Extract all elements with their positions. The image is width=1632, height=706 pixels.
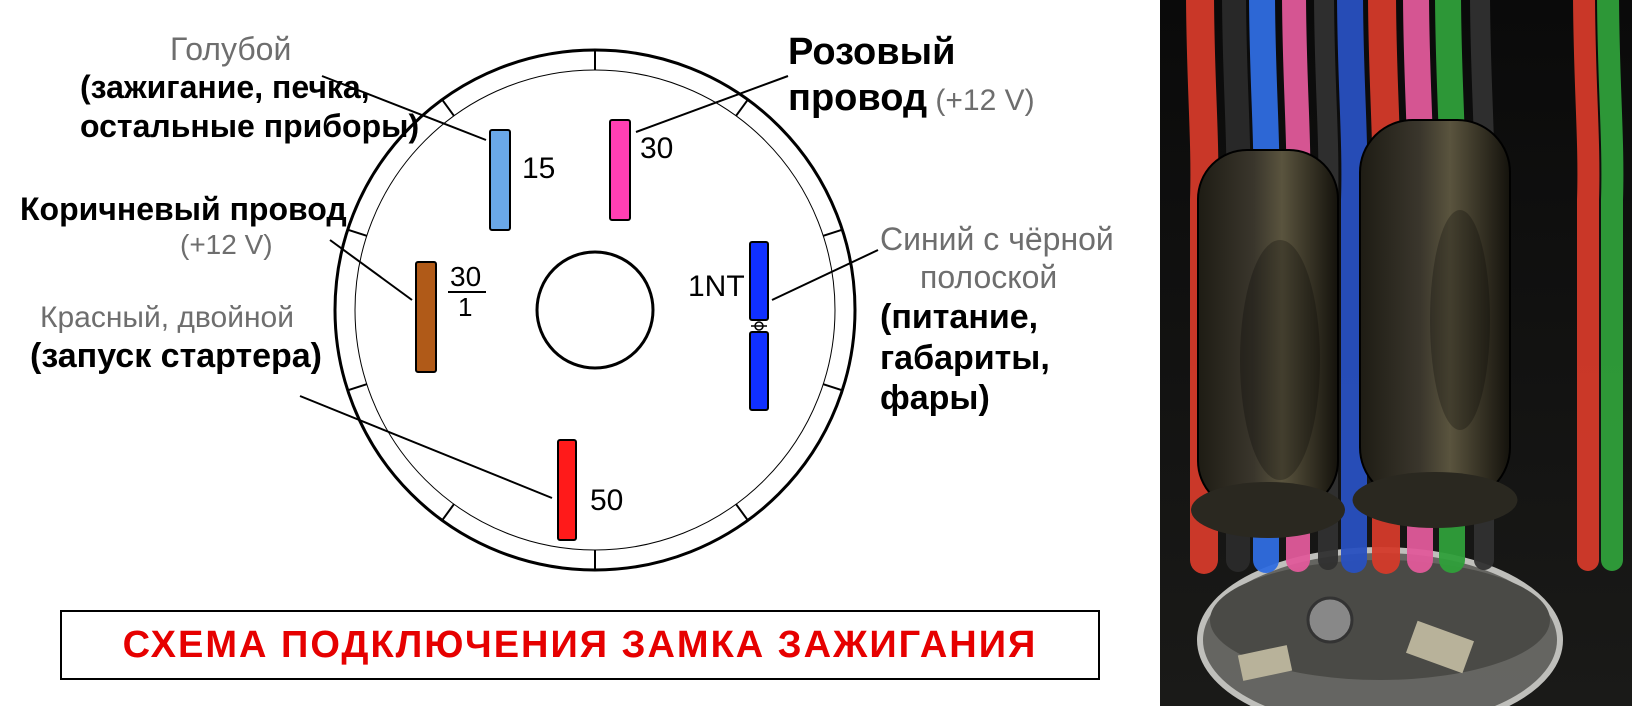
pin-pin30 [610,120,630,220]
label-pink: Розовыйпровод (+12 V) [788,30,1035,121]
wiring-photo [1160,0,1632,706]
pin-num-pin30_1: 30 [450,261,481,292]
pin-num-pin50: 50 [590,484,623,517]
label-blue: Голубой(зажигание, печка,остальные прибо… [80,30,419,145]
svg-text:1: 1 [458,292,472,322]
pin-pin15 [490,130,510,230]
pin-num-pin30: 30 [640,132,673,165]
pin-pin1NT_bot [750,332,768,410]
label-brown: Коричневый провод(+12 V) [20,190,347,262]
pin-pin1NT_top [750,242,768,320]
label-red: Красный, двойной(запуск стартера) [30,300,322,377]
pin-pin50 [558,440,576,540]
canvas: 15303011NT50 Голубой(зажигание, печка,ос… [0,0,1632,706]
pin-num-pin1NT_top: 1NT [688,270,745,303]
diagram-title: СХЕМА ПОДКЛЮЧЕНИЯ ЗАМКА ЗАЖИГАНИЯ [60,610,1100,680]
pin-pin30_1 [416,262,436,372]
pin-num-pin15: 15 [522,152,555,185]
label-blueblack: Синий с чёрнойполоской(питание,габариты,… [880,220,1114,419]
diagram-title-text: СХЕМА ПОДКЛЮЧЕНИЯ ЗАМКА ЗАЖИГАНИЯ [123,624,1038,667]
